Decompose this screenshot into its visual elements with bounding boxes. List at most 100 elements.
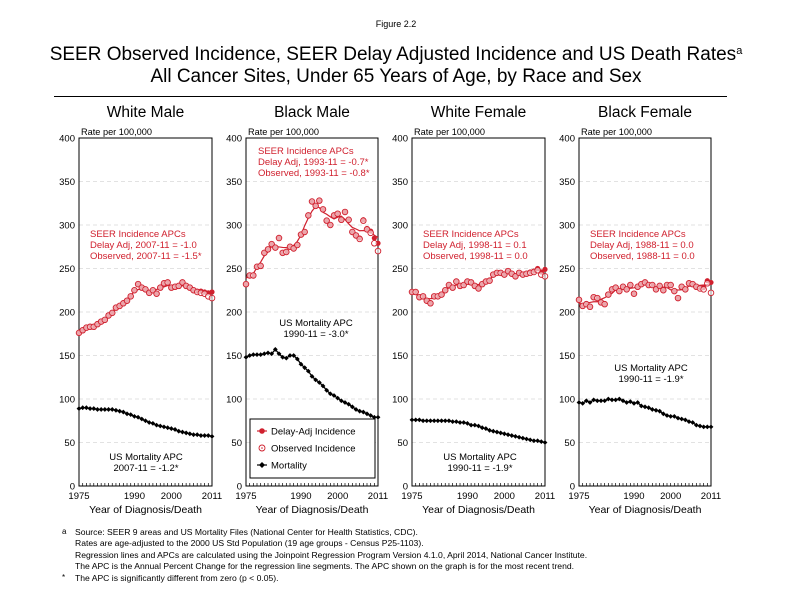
observed-point xyxy=(283,248,290,256)
y-tick-label: 150 xyxy=(226,351,242,362)
mortality-point xyxy=(280,354,286,360)
x-tick-label: 2011 xyxy=(202,491,222,502)
mortality-point xyxy=(453,419,459,425)
mortality-point xyxy=(442,418,448,424)
observed-point xyxy=(707,289,715,297)
mortality-point xyxy=(98,407,104,412)
mortality-point xyxy=(605,396,611,402)
y-tick-label: 200 xyxy=(559,308,575,319)
mortality-point xyxy=(150,420,156,426)
observed-point xyxy=(334,210,341,217)
y-tick-label: 100 xyxy=(559,395,575,406)
mortality-point xyxy=(587,400,593,405)
mortality-point xyxy=(682,417,688,423)
observed-point xyxy=(667,281,674,289)
mortality-point xyxy=(638,403,644,409)
observed-point xyxy=(674,294,682,302)
mortality-point xyxy=(516,434,522,440)
observed-point xyxy=(412,288,419,296)
mortality-point xyxy=(109,407,115,412)
mortality-point xyxy=(583,398,589,404)
mortality-point xyxy=(371,414,377,420)
x-axis-label: Year of Diagnosis/Death xyxy=(422,504,535,516)
observed-point xyxy=(242,280,250,288)
mortality-point xyxy=(368,413,374,418)
panel-title: White Male xyxy=(107,104,185,121)
observed-point xyxy=(101,316,109,324)
y-tick-label: 300 xyxy=(59,221,75,232)
title-line-1: SEER Observed Incidence, SEER Delay Adju… xyxy=(49,44,737,65)
footnote-line: The APC is significantly different from … xyxy=(75,572,279,583)
x-tick-label: 2000 xyxy=(494,491,515,502)
incidence-apc-annotation: Delay Adj, 1988-11 = 0.0 xyxy=(590,240,694,251)
figure-label: Figure 2.2 xyxy=(375,19,417,29)
observed-point xyxy=(345,216,352,224)
mortality-point xyxy=(524,436,529,442)
mortality-point xyxy=(120,409,126,415)
x-tick-label: 2000 xyxy=(327,491,348,502)
observed-point xyxy=(208,294,216,302)
observed-point xyxy=(630,290,638,297)
observed-point xyxy=(153,290,160,297)
y-tick-label: 0 xyxy=(70,482,75,493)
incidence-apc-annotation: Delay Adj, 1998-11 = 0.1 xyxy=(423,240,527,251)
observed-point xyxy=(305,212,312,219)
mortality-point xyxy=(335,395,341,401)
observed-point xyxy=(272,244,279,251)
y-tick-label: 100 xyxy=(392,395,408,406)
mortality-point xyxy=(272,347,278,352)
y-tick-label: 50 xyxy=(64,438,75,449)
mortality-point xyxy=(505,432,511,438)
observed-point xyxy=(360,217,367,224)
incidence-apc-annotation: Observed, 1988-11 = 0.0 xyxy=(590,251,695,262)
mortality-point xyxy=(620,398,626,404)
mortality-point xyxy=(198,433,204,438)
observed-point xyxy=(419,293,427,300)
y-tick-label: 300 xyxy=(226,221,242,232)
mortality-point xyxy=(309,373,315,379)
mortality-point xyxy=(258,352,264,358)
mortality-point xyxy=(431,418,437,424)
x-tick-label: 1975 xyxy=(68,491,89,502)
observed-point xyxy=(157,284,164,291)
mortality-point xyxy=(424,418,430,424)
observed-point xyxy=(453,278,460,285)
footnote-line: Regression lines and APCs are calculated… xyxy=(75,549,588,560)
mortality-point xyxy=(624,400,630,405)
mortality-point xyxy=(668,414,674,419)
mortality-point xyxy=(113,407,119,413)
y-tick-label: 250 xyxy=(559,264,575,275)
mortality-point xyxy=(146,420,152,425)
observed-point xyxy=(449,284,456,291)
mortality-point xyxy=(616,396,622,402)
mortality-point xyxy=(342,400,348,405)
mortality-point xyxy=(598,398,604,404)
mortality-point xyxy=(331,393,337,398)
title-line-2: All Cancer Sites, Under 65 Years of Age,… xyxy=(150,66,642,87)
mortality-point xyxy=(439,418,444,424)
mortality-point xyxy=(538,439,544,445)
x-tick-label: 1990 xyxy=(124,491,145,502)
observed-point xyxy=(671,287,678,295)
y-tick-label: 0 xyxy=(570,482,575,493)
delay-adj-trend-line xyxy=(245,205,379,279)
mortality-point xyxy=(483,426,489,431)
observed-point xyxy=(605,291,612,298)
legend-label: Mortality xyxy=(271,461,307,472)
mortality-point xyxy=(657,408,663,414)
mortality-point xyxy=(128,412,134,418)
mortality-point xyxy=(513,434,518,439)
mortality-point xyxy=(671,414,677,419)
mortality-point xyxy=(472,422,478,428)
footnote-line: Source: SEER 9 areas and US Mortality Fi… xyxy=(75,527,418,537)
y-axis-label: Rate per 100,000 xyxy=(81,127,152,137)
mortality-point xyxy=(435,418,441,424)
mortality-point xyxy=(205,433,211,438)
mortality-point xyxy=(635,400,641,405)
observed-point xyxy=(319,206,327,213)
y-tick-label: 50 xyxy=(231,438,242,449)
observed-point xyxy=(316,197,323,204)
x-tick-label: 1990 xyxy=(623,491,644,502)
mortality-point xyxy=(346,401,352,407)
footnote-line: The APC is the Annual Percent Change for… xyxy=(75,561,575,572)
